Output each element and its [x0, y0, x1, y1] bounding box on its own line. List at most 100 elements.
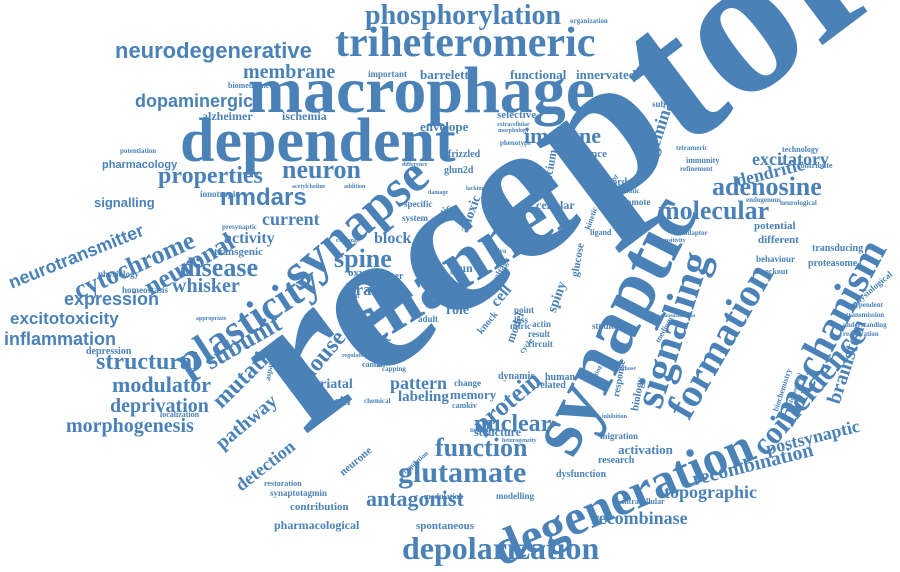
- word-pharmacology: pharmacology: [102, 159, 178, 171]
- word-neurological: neurological: [780, 199, 817, 207]
- word-oxygen: oxygen: [348, 267, 381, 279]
- word-ionotropic: ionotropic: [200, 189, 240, 199]
- word-contribution: contribution: [290, 501, 349, 513]
- word-homeostasis: homeostasis: [122, 285, 169, 295]
- word-substantia: substantia: [652, 99, 692, 109]
- word-properties: properties: [158, 163, 263, 189]
- word-molecular: molecular: [658, 196, 770, 225]
- word-phenotype: phenotype: [500, 139, 532, 147]
- word-activation: activation: [618, 442, 673, 457]
- word-control: control: [352, 317, 377, 326]
- word-negative: negative: [470, 426, 495, 434]
- word-adenosine: adenosine: [712, 172, 822, 201]
- word-disease: disease: [180, 253, 258, 282]
- word-vivo: vivo: [494, 247, 507, 255]
- word-nmdars: nmdars: [220, 184, 307, 211]
- word-barrelette: barrelette: [420, 67, 475, 82]
- word-organization: organization: [570, 17, 608, 25]
- word-intracellular: intracellular: [622, 497, 665, 506]
- word-pharmacological: pharmacological: [274, 518, 360, 532]
- word-important: important: [368, 69, 407, 79]
- word-synaptotagmin: synaptotagmin: [270, 488, 328, 498]
- word-trigger: trigger: [374, 271, 404, 282]
- word-difference: difference: [402, 162, 428, 168]
- word-human: human: [545, 372, 576, 383]
- word-nuclear: nuclear: [474, 411, 552, 437]
- word-depression: depression: [86, 346, 132, 357]
- word-adaptor: adaptor: [684, 229, 708, 237]
- word-circuit: circuit: [528, 339, 553, 349]
- word-camkiv: camkiv: [452, 401, 477, 410]
- word-immunity: immunity: [686, 156, 720, 165]
- word-physiology: physiology: [98, 269, 140, 279]
- word-glutamate: glutamate: [398, 456, 527, 489]
- word-camkii: camkii: [362, 360, 386, 369]
- word-striatal: striatal: [310, 377, 353, 392]
- word-morphology: morphology: [498, 128, 530, 134]
- word-triheteromeric: triheteromeric: [335, 20, 596, 66]
- word-expression: expression: [64, 289, 160, 309]
- word-memory: memory: [450, 387, 497, 402]
- word-restoration: restoration: [264, 479, 302, 488]
- word-pattern: pattern: [390, 373, 447, 393]
- word-refinement: refinement: [680, 165, 713, 173]
- word-related: related: [536, 380, 566, 391]
- word-topographic: topographic: [664, 482, 758, 502]
- word-modulator: modulator: [112, 372, 211, 397]
- word-specific: specific: [404, 199, 433, 209]
- word-current: current: [262, 209, 320, 229]
- word-research: research: [598, 455, 635, 466]
- word-migration: migration: [600, 431, 638, 441]
- word-frizzled: frizzled: [448, 149, 481, 160]
- word-selective: selective: [497, 109, 537, 121]
- word-tetrameric: tetrameric: [676, 144, 708, 152]
- word-compartmentalization: compartmentalization: [648, 314, 696, 319]
- word-spatial: spatial: [342, 294, 360, 300]
- word-spontaneous: spontaneous: [416, 520, 475, 532]
- word-dopaminergic: dopaminergic: [135, 91, 254, 111]
- word-modulation: modulation: [424, 492, 464, 501]
- word-endogenous: endogenous: [746, 196, 782, 204]
- word-labeling: labeling: [398, 389, 449, 405]
- word-understanding: understanding: [843, 321, 887, 329]
- word-recombinase: recombinase: [591, 508, 688, 528]
- word-brain: brain: [346, 280, 386, 299]
- word-signalling: signalling: [94, 195, 155, 210]
- word-transmission: transmission: [846, 311, 885, 319]
- word-macrophage: macrophage: [248, 54, 596, 127]
- word-reactivation: reactivation: [843, 330, 879, 338]
- word-depolarization: depolarization: [402, 530, 600, 566]
- word-dependent: dependent: [180, 107, 456, 175]
- word-innervated: innervated: [576, 67, 636, 82]
- word-ischemic: ischemic: [614, 187, 640, 195]
- word-result: result: [528, 329, 550, 339]
- word-whisker: whisker: [172, 275, 240, 297]
- word-technology: technology: [782, 145, 819, 154]
- word-adult: adult: [418, 314, 439, 324]
- word-excitotoxicity: excitotoxicity: [10, 309, 119, 328]
- word-different: different: [758, 234, 799, 246]
- word-cellular: cellular: [536, 198, 575, 212]
- word-neurodegenerative: neurodegenerative: [115, 38, 312, 63]
- word-extracellular: extracellular: [497, 122, 530, 128]
- word-inhibition: inhibition: [602, 414, 628, 420]
- word-immune: immune: [524, 123, 601, 148]
- word-proteasome: proteasome: [808, 258, 858, 269]
- word-nitric: nitric: [510, 321, 531, 331]
- word-damage: damage: [428, 190, 448, 196]
- word-synthase: synthase: [614, 366, 637, 372]
- word-actin: actin: [532, 319, 551, 329]
- word-acetylcholine: acetylcholine: [292, 184, 326, 190]
- word-membrane: membrane: [243, 61, 336, 83]
- word-lacking: lacking: [466, 186, 485, 192]
- word-phosphorylation: phosphorylation: [365, 0, 562, 31]
- word-glun: glun: [450, 261, 473, 275]
- word-structure: structure: [474, 425, 522, 439]
- word-activity: activity: [224, 230, 275, 247]
- word-block: block: [374, 230, 412, 247]
- word-presynaptic: presynaptic: [222, 223, 257, 231]
- word-function: function: [435, 433, 528, 462]
- word-modelling: modelling: [496, 491, 535, 501]
- word-knockout: knockout: [756, 267, 789, 276]
